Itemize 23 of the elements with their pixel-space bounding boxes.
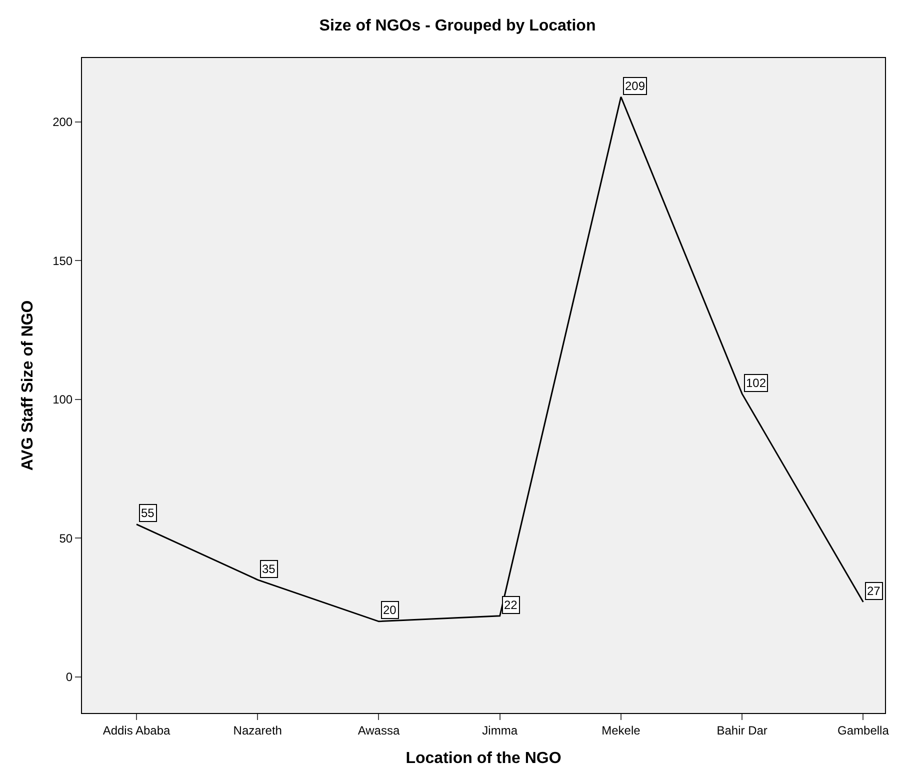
data-label: 102 [746, 376, 766, 390]
line-series [136, 96, 864, 622]
y-axis-title: AVG Staff Size of NGO [19, 300, 36, 471]
x-tick-label: Gambella [838, 723, 890, 738]
x-axis-title: Location of the NGO [406, 750, 562, 768]
x-tick-label: Jimma [482, 723, 518, 738]
data-label: 209 [625, 79, 646, 93]
y-tick-label: 100 [52, 392, 73, 407]
y-tick-label: 50 [59, 531, 73, 546]
y-tick-label: 150 [52, 254, 73, 268]
y-tick-label: 0 [66, 670, 73, 684]
x-tick-label: Nazareth [233, 723, 282, 738]
x-tick-label: Addis Ababa [102, 723, 171, 738]
data-label: 55 [141, 506, 155, 520]
data-label: 27 [867, 584, 881, 598]
x-tick-label: Bahir Dar [716, 723, 768, 738]
y-tick-label: 200 [52, 115, 73, 130]
data-label: 22 [504, 598, 518, 612]
data-label: 20 [383, 603, 397, 617]
x-tick-label: Mekele [602, 723, 641, 738]
data-label: 35 [262, 562, 276, 576]
chart-title: Size of NGOs - Grouped by Location [319, 18, 596, 35]
x-tick-label: Awassa [358, 723, 400, 738]
